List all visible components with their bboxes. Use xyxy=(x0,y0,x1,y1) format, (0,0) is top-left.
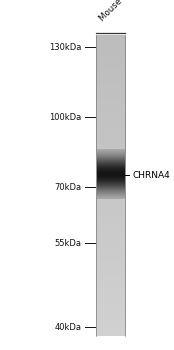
Text: 130kDa: 130kDa xyxy=(49,43,82,52)
Text: 55kDa: 55kDa xyxy=(55,239,82,248)
Text: CHRNA4: CHRNA4 xyxy=(132,170,170,180)
Text: 100kDa: 100kDa xyxy=(50,113,82,122)
Text: 70kDa: 70kDa xyxy=(55,183,82,192)
Text: Mouse kidney: Mouse kidney xyxy=(97,0,146,23)
Text: 40kDa: 40kDa xyxy=(55,323,82,332)
